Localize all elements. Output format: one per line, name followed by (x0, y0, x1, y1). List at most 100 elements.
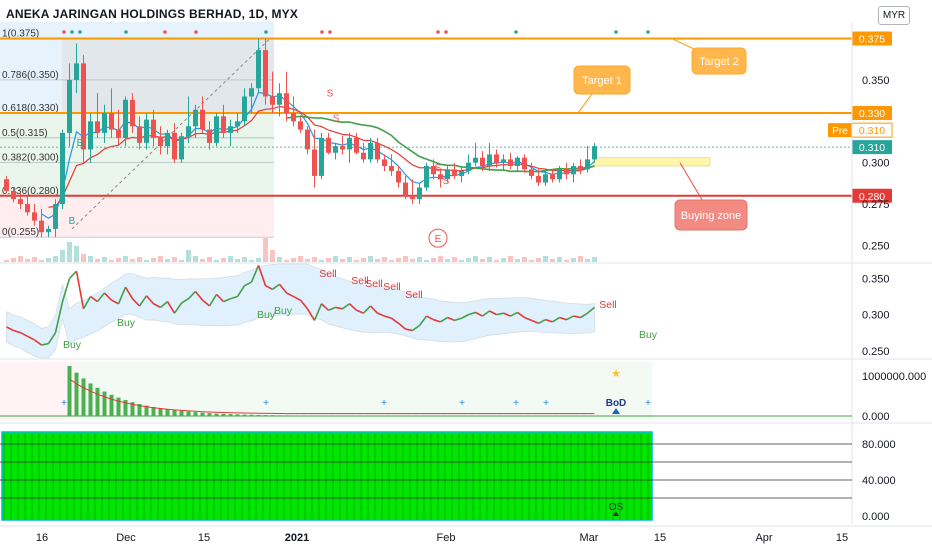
candle (571, 166, 576, 175)
band-axis-tick: 0.350 (862, 273, 890, 285)
pre-badge (828, 123, 852, 138)
candle (361, 152, 366, 160)
band-price-line (320, 303, 330, 311)
candle (529, 169, 534, 176)
vol-bar (515, 415, 520, 416)
star-icon: ★ (611, 368, 621, 380)
candle (88, 121, 93, 150)
level-badge (852, 188, 892, 203)
candle (228, 126, 233, 133)
candle (270, 96, 275, 105)
band-price-line (391, 317, 399, 324)
candle (333, 146, 338, 153)
volume-bar (487, 257, 492, 262)
vol-plus-marker: + (645, 398, 651, 409)
candle (263, 50, 268, 97)
candle (116, 129, 121, 138)
band-price-line (348, 303, 358, 311)
volume-bar (564, 260, 569, 262)
vol-bar (228, 414, 233, 416)
vol-bar (137, 404, 142, 416)
vol-bar (284, 415, 289, 416)
vol-bar (340, 415, 345, 416)
band-price-line (257, 265, 267, 286)
volume-bar (200, 259, 205, 262)
band-price-line (34, 339, 42, 346)
event-marker-label: E (435, 234, 442, 245)
signal-label: S (327, 88, 334, 99)
vol-bar (361, 415, 366, 416)
fib-label: 1(0.375) (2, 29, 39, 40)
band-price-line (236, 285, 246, 297)
volume-bar (214, 260, 219, 262)
volume-bar (585, 259, 590, 262)
band-signal-buy: Buy (639, 329, 658, 341)
candle (410, 195, 415, 200)
top-marker-dot (320, 30, 324, 34)
band-price-line (27, 335, 35, 341)
x-axis-tick: 15 (198, 532, 210, 544)
band-price-line (586, 306, 596, 314)
band-price-line (131, 298, 141, 307)
band-signal-sell: Sell (405, 289, 423, 301)
vol-bar (389, 415, 394, 416)
candle (417, 187, 422, 200)
fib-label: 0.618(0.330) (2, 103, 59, 114)
volume-bar (242, 257, 247, 262)
candle (242, 96, 247, 122)
band-price-line (489, 310, 497, 316)
candle (431, 166, 436, 175)
candle (389, 166, 394, 171)
band-price-line (461, 313, 469, 319)
vol-bar (494, 415, 499, 416)
band-price-line (145, 295, 155, 305)
level-badge (852, 106, 892, 121)
band-price-line (278, 283, 288, 294)
band-price-line (552, 316, 560, 323)
candle (403, 182, 408, 196)
currency-button[interactable]: MYR (878, 6, 910, 25)
volume-bar (151, 258, 156, 262)
candle (550, 174, 555, 180)
vol-bar (144, 405, 149, 416)
candle (585, 159, 590, 170)
volume-bar (193, 256, 198, 262)
vol-bar (354, 415, 359, 416)
volume-bar (109, 260, 114, 262)
band-signal-sell: Sell (351, 275, 369, 287)
vol-bar (445, 415, 450, 416)
vol-bar (396, 415, 401, 416)
buying-zone-box (592, 157, 711, 167)
callout-box (691, 47, 747, 75)
volume-bar (333, 256, 338, 262)
volume-bar (235, 259, 240, 262)
volume-bar (186, 250, 191, 262)
volume-bar (221, 258, 226, 262)
band-signal-sell: Sell (383, 281, 401, 293)
volume-bar (396, 258, 401, 262)
candle (382, 159, 387, 166)
band-price-line (412, 324, 420, 332)
signal-label: S (333, 113, 340, 124)
volume-bar (375, 259, 380, 262)
volume-bar (424, 260, 429, 262)
top-marker-dot (436, 30, 440, 34)
volume-bar (4, 260, 9, 262)
top-marker-dot (78, 30, 82, 34)
vol-bar (543, 415, 548, 416)
x-axis-tick: 15 (836, 532, 848, 544)
top-marker-dot (264, 30, 268, 34)
candle (354, 137, 359, 153)
band-price-line (166, 301, 176, 314)
candle (249, 88, 254, 97)
band-axis-tick: 0.300 (862, 310, 890, 322)
band-price-line (117, 286, 127, 305)
band-price-line (538, 318, 546, 325)
vol-bar (347, 415, 352, 416)
volume-bar (466, 258, 471, 262)
candle (137, 126, 142, 143)
vol-bar (186, 411, 191, 416)
vol-bar (473, 415, 478, 416)
band-price-line (96, 292, 106, 303)
level-badge-label: 0.330 (859, 108, 885, 120)
